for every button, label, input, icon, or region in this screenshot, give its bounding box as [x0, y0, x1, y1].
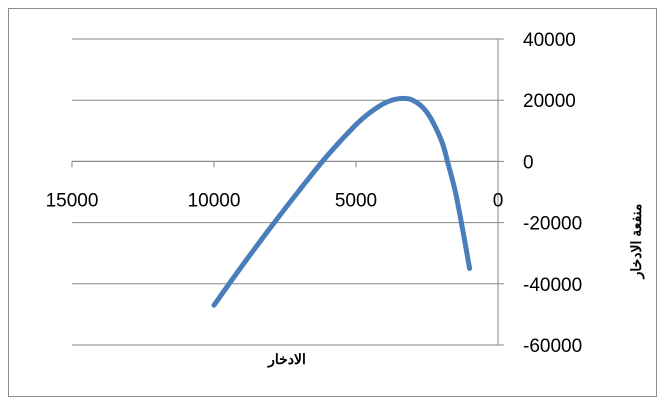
y-axis-title: منفعة الادخار	[628, 204, 645, 280]
x-tick-label: 10000	[188, 190, 241, 211]
x-axis-title: الادخار	[267, 351, 306, 368]
chart-area: 40000 20000 0 -20000 -40000 -60000 15000 10000 5…	[8, 8, 657, 397]
grid-layer	[72, 38, 498, 346]
series-layer	[211, 95, 473, 308]
y-tick-label: -20000	[523, 214, 582, 235]
y-tick-label: 20000	[523, 91, 576, 112]
y-tick-label: 0	[523, 152, 534, 173]
series-line	[211, 95, 473, 308]
chart-svg: 40000 20000 0 -20000 -40000 -60000 15000 10000 5…	[46, 30, 645, 368]
x-tick-label: 15000	[46, 190, 99, 211]
y-tick-label: -60000	[523, 336, 582, 357]
y-tick-label: -40000	[523, 275, 582, 296]
y-tick-label: 40000	[523, 30, 576, 51]
label-layer: 40000 20000 0 -20000 -40000 -60000 15000 10000 5…	[46, 30, 583, 357]
x-tick-label: 0	[493, 190, 504, 211]
axis-layer	[71, 38, 504, 346]
x-tick-label: 5000	[335, 190, 377, 211]
